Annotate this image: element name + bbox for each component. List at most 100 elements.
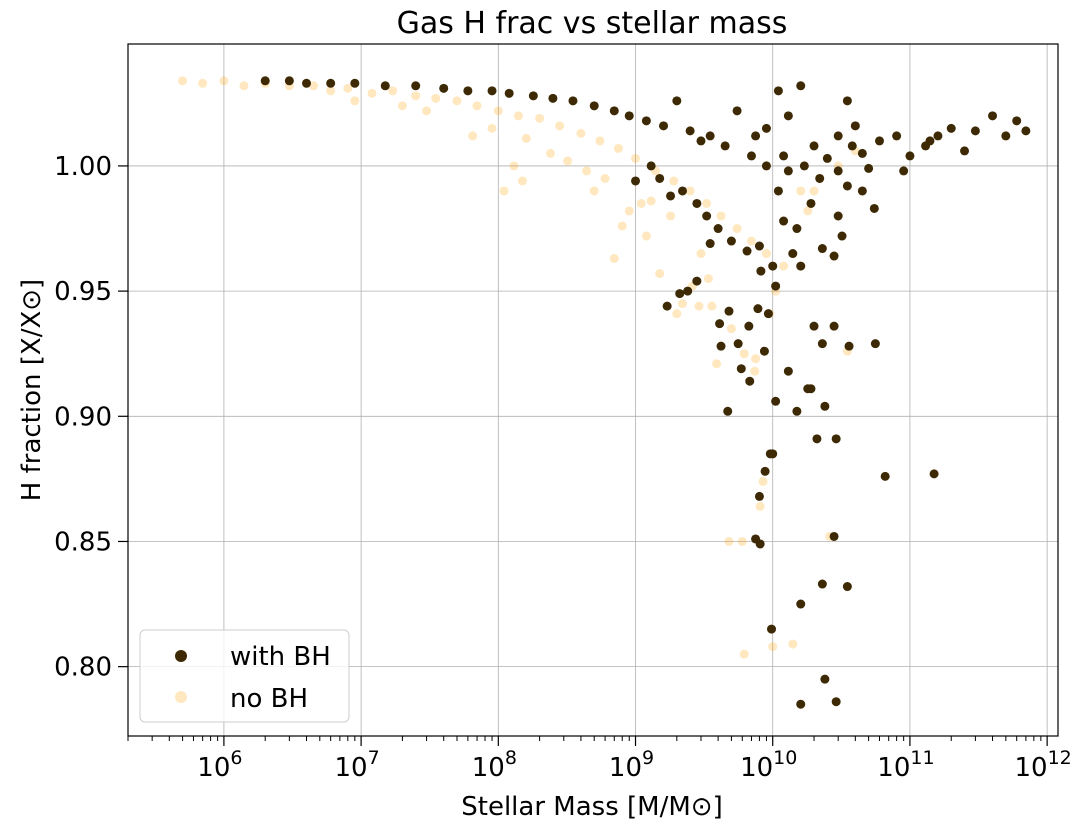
data-point-no-bh xyxy=(672,309,682,319)
data-point-no-bh xyxy=(576,128,586,138)
data-point-no-bh xyxy=(703,274,713,284)
data-point-no-bh xyxy=(707,301,717,311)
data-point-with-bh xyxy=(799,161,809,171)
data-point-with-bh xyxy=(744,321,754,331)
data-point-no-bh xyxy=(788,639,798,649)
data-point-with-bh xyxy=(831,434,841,444)
data-point-no-bh xyxy=(582,166,592,176)
data-point-with-bh xyxy=(829,251,839,261)
data-point-with-bh xyxy=(929,469,939,479)
data-point-with-bh xyxy=(733,339,743,349)
data-point-with-bh xyxy=(768,261,778,271)
data-point-no-bh xyxy=(624,206,634,216)
data-point-no-bh xyxy=(712,359,722,369)
data-point-with-bh xyxy=(761,161,771,171)
data-point-no-bh xyxy=(411,91,421,101)
data-point-no-bh xyxy=(755,501,765,511)
y-tick-label: 1.00 xyxy=(54,152,112,182)
data-point-with-bh xyxy=(847,141,857,151)
data-point-with-bh xyxy=(857,186,867,196)
data-point-with-bh xyxy=(850,121,860,131)
data-point-with-bh xyxy=(788,249,798,259)
data-point-no-bh xyxy=(809,186,819,196)
data-point-with-bh xyxy=(842,96,852,106)
data-point-with-bh xyxy=(755,539,765,549)
data-point-with-bh xyxy=(754,241,764,251)
data-point-no-bh xyxy=(666,211,676,221)
data-point-with-bh xyxy=(833,131,843,141)
data-point-no-bh xyxy=(641,231,651,241)
data-point-with-bh xyxy=(842,582,852,592)
data-point-with-bh xyxy=(754,491,764,501)
data-point-with-bh xyxy=(732,106,742,116)
data-point-no-bh xyxy=(517,176,527,186)
data-point-with-bh xyxy=(822,153,832,163)
data-point-no-bh xyxy=(487,123,497,133)
data-point-with-bh xyxy=(380,81,390,91)
data-point-with-bh xyxy=(760,466,770,476)
data-point-with-bh xyxy=(641,116,651,126)
data-point-with-bh xyxy=(783,366,793,376)
data-point-no-bh xyxy=(499,186,509,196)
data-point-with-bh xyxy=(796,699,806,709)
data-point-with-bh xyxy=(771,396,781,406)
data-point-no-bh xyxy=(758,476,768,486)
data-point-with-bh xyxy=(1001,131,1011,141)
data-point-with-bh xyxy=(817,244,827,254)
data-point-with-bh xyxy=(463,86,473,96)
series-no-bh xyxy=(178,76,860,659)
data-point-no-bh xyxy=(513,111,523,121)
data-point-with-bh xyxy=(631,176,641,186)
data-point-with-bh xyxy=(753,304,763,314)
data-point-no-bh xyxy=(431,93,441,103)
data-point-with-bh xyxy=(768,449,778,459)
data-point-with-bh xyxy=(745,376,755,386)
data-point-no-bh xyxy=(702,198,712,208)
legend-marker-with-bh xyxy=(175,650,187,662)
data-point-with-bh xyxy=(716,341,726,351)
data-point-no-bh xyxy=(669,176,679,186)
x-axis-label: Stellar Mass [M/M⊙] xyxy=(461,792,722,822)
data-point-with-bh xyxy=(831,697,841,707)
data-point-with-bh xyxy=(702,211,712,221)
y-axis-ticks: 0.80 0.85 0.90 0.95 1.00 xyxy=(54,152,128,683)
data-point-no-bh xyxy=(750,366,760,376)
data-point-with-bh xyxy=(746,151,756,161)
data-point-no-bh xyxy=(397,101,407,111)
data-point-with-bh xyxy=(763,309,773,319)
data-point-no-bh xyxy=(655,269,665,279)
data-point-with-bh xyxy=(792,406,802,416)
data-point-with-bh xyxy=(796,261,806,271)
legend: with BH no BH xyxy=(139,629,350,723)
data-point-with-bh xyxy=(905,151,915,161)
data-point-no-bh xyxy=(350,96,360,106)
plot-background xyxy=(128,44,1058,736)
data-point-no-bh xyxy=(716,211,726,221)
data-point-no-bh xyxy=(509,161,519,171)
data-point-with-bh xyxy=(675,289,685,299)
data-point-no-bh xyxy=(600,173,610,183)
data-point-no-bh xyxy=(724,536,734,546)
data-point-with-bh xyxy=(568,96,578,106)
data-point-with-bh xyxy=(260,76,270,86)
data-point-with-bh xyxy=(662,301,672,311)
data-point-with-bh xyxy=(726,236,736,246)
data-point-with-bh xyxy=(326,78,336,88)
data-point-with-bh xyxy=(960,146,970,156)
data-point-with-bh xyxy=(820,674,830,684)
legend-frame xyxy=(139,629,350,723)
data-point-with-bh xyxy=(655,173,665,183)
data-point-no-bh xyxy=(589,186,599,196)
data-point-with-bh xyxy=(988,111,998,121)
data-point-no-bh xyxy=(796,186,806,196)
data-point-with-bh xyxy=(874,136,884,146)
data-point-no-bh xyxy=(678,299,688,309)
data-point-with-bh xyxy=(646,161,656,171)
y-axis-label: H fraction [X/X⊙] xyxy=(17,279,47,501)
data-point-with-bh xyxy=(713,224,723,234)
data-point-with-bh xyxy=(659,121,669,131)
data-point-with-bh xyxy=(411,81,421,91)
plot-frame xyxy=(127,43,1059,737)
data-point-no-bh xyxy=(696,249,706,259)
data-point-no-bh xyxy=(309,81,319,91)
